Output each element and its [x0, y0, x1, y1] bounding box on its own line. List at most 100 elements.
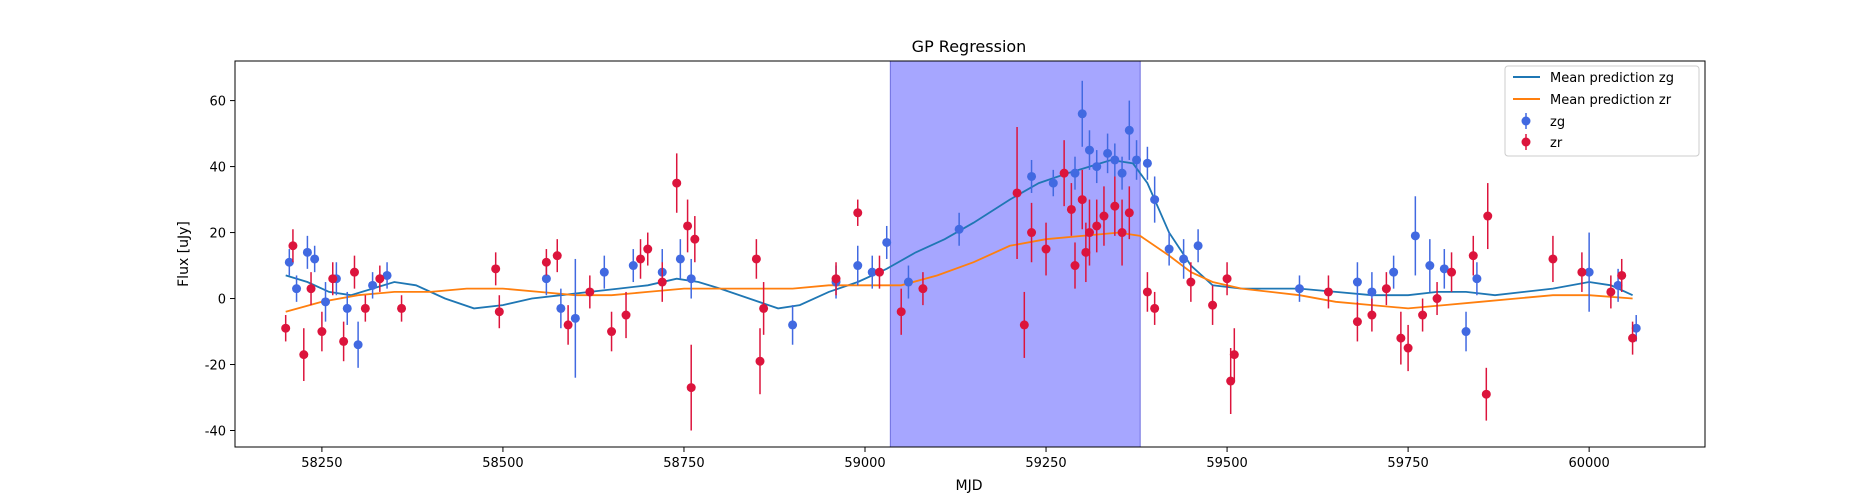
series-line-0 — [285, 159, 1633, 310]
data-point — [788, 320, 798, 330]
legend-entry-zr-mean: Mean prediction zr — [1513, 93, 1672, 108]
data-point — [1396, 333, 1406, 343]
data-point — [1059, 168, 1069, 178]
data-point — [1084, 228, 1094, 238]
data-point — [375, 274, 385, 284]
chart-title: GP Regression — [912, 37, 1027, 56]
data-point — [306, 284, 316, 294]
axes-frame — [234, 60, 1706, 448]
data-point — [1081, 247, 1091, 257]
data-point — [1193, 241, 1203, 251]
data-point — [1352, 277, 1362, 287]
data-point — [1461, 327, 1471, 337]
data-point — [1077, 109, 1087, 119]
y-tick-label: -20 — [205, 359, 226, 374]
y-tick-label: 60 — [209, 95, 226, 110]
data-point — [1012, 188, 1022, 198]
data-point — [1481, 389, 1491, 399]
series-line-1 — [285, 231, 1633, 313]
data-point — [636, 254, 646, 264]
data-point — [1103, 148, 1113, 158]
data-point — [1631, 323, 1641, 333]
data-point — [1584, 267, 1594, 277]
data-point — [621, 310, 631, 320]
data-point — [690, 234, 700, 244]
data-point — [918, 284, 928, 294]
data-point — [1070, 168, 1080, 178]
data-point — [751, 254, 761, 264]
data-point — [1150, 303, 1160, 313]
series-errorbars-3 — [281, 126, 1638, 431]
data-point — [1027, 228, 1037, 238]
data-point — [874, 267, 884, 277]
data-point — [1041, 244, 1051, 254]
data-point — [1208, 300, 1218, 310]
data-point — [1092, 221, 1102, 231]
data-point — [1132, 155, 1142, 165]
legend-label-zg: zg — [1550, 115, 1565, 130]
x-axis-label: MJD — [956, 478, 983, 494]
data-point — [1367, 310, 1377, 320]
data-point — [1066, 204, 1076, 214]
data-point — [1613, 280, 1623, 290]
data-point — [494, 307, 504, 317]
y-tick-label: 20 — [209, 227, 226, 242]
data-point — [1027, 171, 1037, 181]
data-point — [1084, 145, 1094, 155]
legend-entry-zg-mean: Mean prediction zg — [1513, 71, 1674, 86]
data-point — [1548, 254, 1558, 264]
data-point — [1389, 267, 1399, 277]
data-point — [643, 244, 653, 254]
data-point — [1099, 211, 1109, 221]
data-point — [1439, 264, 1449, 274]
data-point — [299, 350, 309, 360]
data-point — [1294, 284, 1304, 294]
data-point — [1150, 195, 1160, 205]
data-point — [853, 208, 863, 218]
data-point — [1229, 350, 1239, 360]
data-point — [1617, 270, 1627, 280]
data-point — [607, 327, 617, 337]
data-point — [570, 313, 580, 323]
y-tick-label: -40 — [205, 425, 226, 440]
data-point — [1483, 211, 1493, 221]
data-point — [556, 303, 566, 313]
data-point — [1577, 267, 1587, 277]
data-point — [1403, 343, 1413, 353]
data-point — [1222, 274, 1232, 284]
data-point — [317, 327, 327, 337]
data-point — [1117, 228, 1127, 238]
legend-swatch-zg-marker — [1521, 116, 1531, 126]
data-point — [382, 270, 392, 280]
data-point — [1472, 274, 1482, 284]
x-tick-label: 58750 — [663, 456, 704, 471]
data-point — [321, 297, 331, 307]
data-point — [755, 356, 765, 366]
legend-entry-zr: zr — [1521, 134, 1563, 151]
x-tick-label: 59750 — [1387, 456, 1428, 471]
series-lines — [285, 159, 1633, 313]
data-point — [1447, 267, 1457, 277]
y-axis-label: Flux [uJy] — [176, 221, 192, 287]
data-point — [657, 277, 667, 287]
data-point — [903, 277, 913, 287]
data-point — [1142, 158, 1152, 168]
data-point — [1367, 287, 1377, 297]
data-point — [1124, 125, 1134, 135]
shaded-region — [889, 60, 1141, 448]
y-tick-label: 0 — [218, 293, 226, 308]
data-point — [1323, 287, 1333, 297]
data-point — [563, 320, 573, 330]
data-point — [349, 267, 359, 277]
data-point — [585, 287, 595, 297]
data-point — [310, 254, 320, 264]
data-point — [288, 241, 298, 251]
data-point — [853, 261, 863, 271]
data-point — [1110, 155, 1120, 165]
legend: Mean prediction zg Mean prediction zr zg… — [1504, 65, 1700, 157]
data-point — [599, 267, 609, 277]
data-point — [491, 264, 501, 274]
data-point — [1352, 317, 1362, 327]
data-point — [281, 323, 291, 333]
data-point — [1432, 294, 1442, 304]
